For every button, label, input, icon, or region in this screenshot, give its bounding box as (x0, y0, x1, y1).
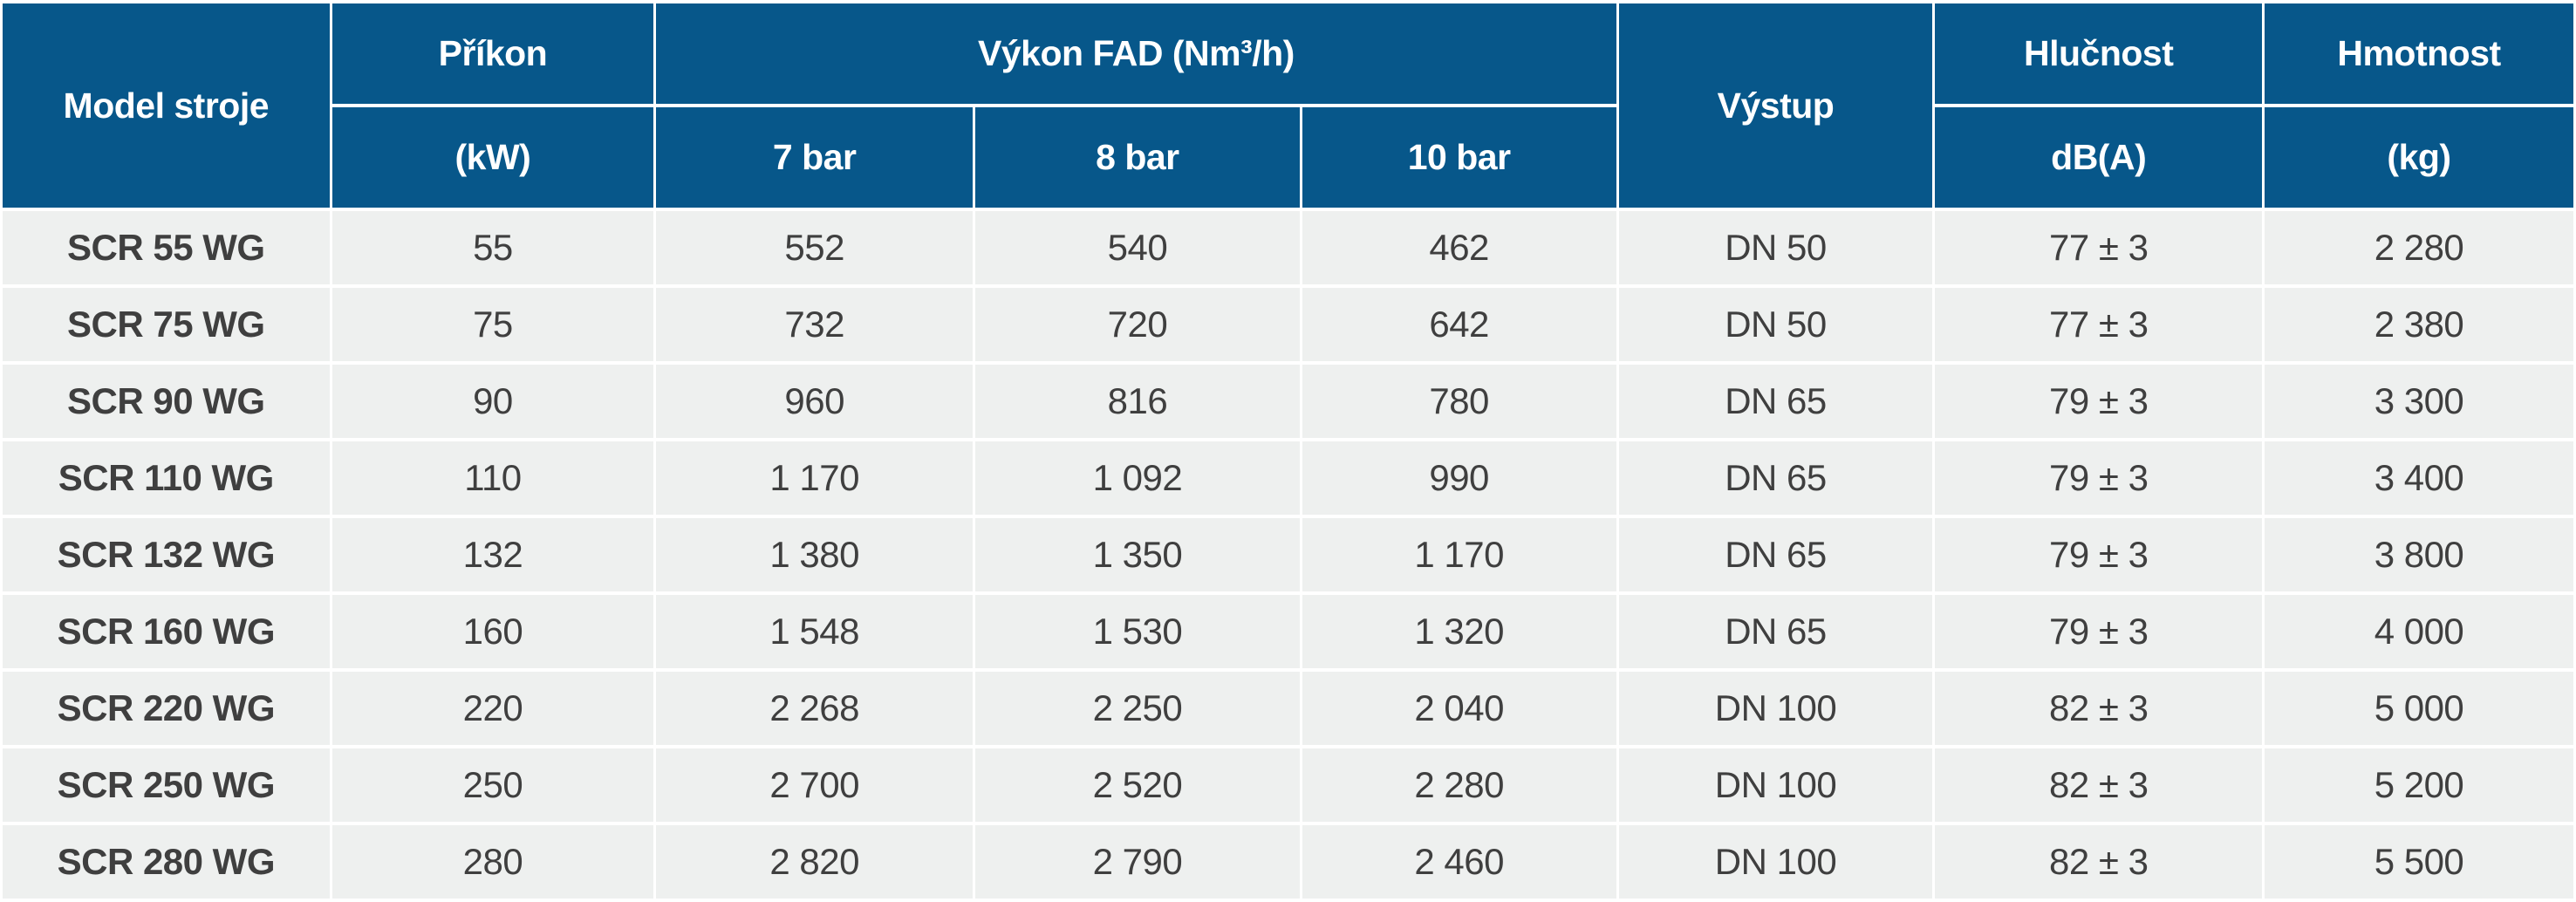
vystup-cell: DN 100 (1616, 822, 1936, 902)
hmotnost-cell: 5 500 (2262, 822, 2576, 902)
hmotnost-cell: 5 000 (2262, 668, 2576, 748)
model-cell: SCR 110 WG (0, 438, 332, 518)
header-row-1: Model stroje Příkon Výkon FAD (Nm³/h) Vý… (0, 0, 2576, 211)
prikon-cell: 55 (329, 208, 657, 288)
fad-10bar-cell: 780 (1299, 361, 1619, 441)
fad-8bar-cell: 720 (973, 284, 1302, 365)
fad-7bar-cell: 1 170 (653, 438, 976, 518)
col-header-hlucnost-unit: dB(A) (1932, 104, 2265, 211)
table-body: SCR 55 WG 55 552 540 462 DN 50 77 ± 3 2 … (0, 208, 2576, 902)
model-cell: SCR 280 WG (0, 822, 332, 902)
hmotnost-cell: 2 280 (2262, 208, 2576, 288)
hmotnost-cell: 2 380 (2262, 284, 2576, 365)
fad-10bar-cell: 642 (1299, 284, 1619, 365)
hmotnost-cell: 4 000 (2262, 591, 2576, 672)
vystup-cell: DN 65 (1616, 515, 1936, 595)
table-row: SCR 250 WG 250 2 700 2 520 2 280 DN 100 … (0, 745, 2576, 825)
prikon-cell: 75 (329, 284, 657, 365)
hlucnost-cell: 82 ± 3 (1932, 745, 2265, 825)
fad-10bar-cell: 1 320 (1299, 591, 1619, 672)
model-cell: SCR 132 WG (0, 515, 332, 595)
fad-10bar-cell: 1 170 (1299, 515, 1619, 595)
hlucnost-cell: 79 ± 3 (1932, 515, 2265, 595)
fad-7bar-cell: 732 (653, 284, 976, 365)
model-cell: SCR 90 WG (0, 361, 332, 441)
table-row: SCR 220 WG 220 2 268 2 250 2 040 DN 100 … (0, 668, 2576, 748)
fad-8bar-cell: 2 520 (973, 745, 1302, 825)
table-row: SCR 75 WG 75 732 720 642 DN 50 77 ± 3 2 … (0, 284, 2576, 365)
hlucnost-cell: 79 ± 3 (1932, 591, 2265, 672)
col-header-prikon: Příkon (329, 0, 657, 107)
hlucnost-cell: 82 ± 3 (1932, 822, 2265, 902)
col-header-7bar: 7 bar (653, 104, 976, 211)
col-header-10bar: 10 bar (1299, 104, 1619, 211)
table-row: SCR 55 WG 55 552 540 462 DN 50 77 ± 3 2 … (0, 208, 2576, 288)
model-cell: SCR 250 WG (0, 745, 332, 825)
fad-10bar-cell: 2 280 (1299, 745, 1619, 825)
fad-7bar-cell: 1 380 (653, 515, 976, 595)
fad-8bar-cell: 1 530 (973, 591, 1302, 672)
table-row: SCR 160 WG 160 1 548 1 530 1 320 DN 65 7… (0, 591, 2576, 672)
fad-7bar-cell: 552 (653, 208, 976, 288)
fad-10bar-cell: 2 460 (1299, 822, 1619, 902)
vystup-cell: DN 65 (1616, 438, 1936, 518)
prikon-cell: 132 (329, 515, 657, 595)
fad-10bar-cell: 990 (1299, 438, 1619, 518)
prikon-cell: 220 (329, 668, 657, 748)
col-header-vykon-fad: Výkon FAD (Nm³/h) (653, 0, 1619, 107)
table-row: SCR 280 WG 280 2 820 2 790 2 460 DN 100 … (0, 822, 2576, 902)
vystup-cell: DN 100 (1616, 668, 1936, 748)
hlucnost-cell: 79 ± 3 (1932, 438, 2265, 518)
hmotnost-cell: 3 800 (2262, 515, 2576, 595)
hmotnost-cell: 3 300 (2262, 361, 2576, 441)
hmotnost-cell: 3 400 (2262, 438, 2576, 518)
hlucnost-cell: 82 ± 3 (1932, 668, 2265, 748)
hlucnost-cell: 77 ± 3 (1932, 208, 2265, 288)
col-header-prikon-unit: (kW) (329, 104, 657, 211)
table-header: Model stroje Příkon Výkon FAD (Nm³/h) Vý… (0, 0, 2576, 211)
fad-10bar-cell: 462 (1299, 208, 1619, 288)
col-header-vystup: Výstup (1616, 0, 1936, 211)
fad-7bar-cell: 1 548 (653, 591, 976, 672)
fad-7bar-cell: 960 (653, 361, 976, 441)
hmotnost-cell: 5 200 (2262, 745, 2576, 825)
vystup-cell: DN 50 (1616, 208, 1936, 288)
col-header-8bar: 8 bar (973, 104, 1302, 211)
model-cell: SCR 160 WG (0, 591, 332, 672)
fad-8bar-cell: 1 350 (973, 515, 1302, 595)
model-cell: SCR 75 WG (0, 284, 332, 365)
hlucnost-cell: 77 ± 3 (1932, 284, 2265, 365)
table-row: SCR 90 WG 90 960 816 780 DN 65 79 ± 3 3 … (0, 361, 2576, 441)
col-header-hlucnost: Hlučnost (1932, 0, 2265, 107)
fad-10bar-cell: 2 040 (1299, 668, 1619, 748)
fad-8bar-cell: 540 (973, 208, 1302, 288)
col-header-model: Model stroje (0, 0, 332, 211)
prikon-cell: 90 (329, 361, 657, 441)
vystup-cell: DN 100 (1616, 745, 1936, 825)
fad-8bar-cell: 1 092 (973, 438, 1302, 518)
vystup-cell: DN 50 (1616, 284, 1936, 365)
prikon-cell: 280 (329, 822, 657, 902)
table-row: SCR 132 WG 132 1 380 1 350 1 170 DN 65 7… (0, 515, 2576, 595)
table-row: SCR 110 WG 110 1 170 1 092 990 DN 65 79 … (0, 438, 2576, 518)
fad-7bar-cell: 2 820 (653, 822, 976, 902)
col-header-hmotnost: Hmotnost (2262, 0, 2576, 107)
header-row-2: (kW) 7 bar 8 bar 10 bar dB(A) (kg) (2, 104, 2576, 211)
model-cell: SCR 220 WG (0, 668, 332, 748)
fad-8bar-cell: 2 250 (973, 668, 1302, 748)
model-cell: SCR 55 WG (0, 208, 332, 288)
vystup-cell: DN 65 (1616, 591, 1936, 672)
prikon-cell: 250 (329, 745, 657, 825)
fad-8bar-cell: 816 (973, 361, 1302, 441)
col-header-hmotnost-unit: (kg) (2262, 104, 2576, 211)
prikon-cell: 160 (329, 591, 657, 672)
fad-7bar-cell: 2 268 (653, 668, 976, 748)
prikon-cell: 110 (329, 438, 657, 518)
fad-7bar-cell: 2 700 (653, 745, 976, 825)
fad-8bar-cell: 2 790 (973, 822, 1302, 902)
vystup-cell: DN 65 (1616, 361, 1936, 441)
hlucnost-cell: 79 ± 3 (1932, 361, 2265, 441)
